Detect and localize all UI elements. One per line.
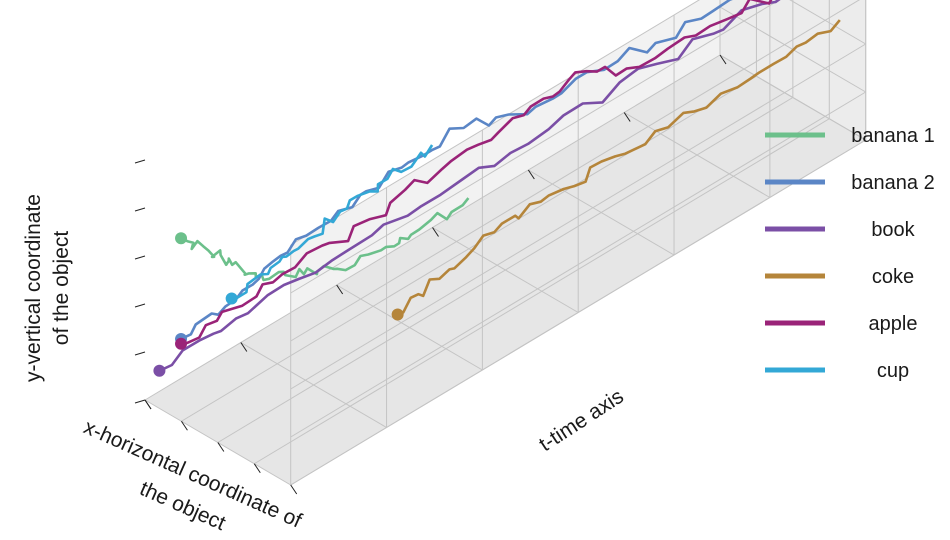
legend-label-cup: cup <box>877 360 909 382</box>
legend-label-apple: apple <box>869 313 918 335</box>
t-tick <box>719 54 727 65</box>
t-tick <box>432 227 439 237</box>
series-start-marker-apple <box>175 337 188 350</box>
t-tick <box>527 169 535 180</box>
legend: banana 1 banana 2 book coke apple cup <box>765 125 935 382</box>
legend-label-banana-1: banana 1 <box>851 125 934 147</box>
t-axis-label: t-time axis <box>535 385 628 456</box>
gridline-floor-x <box>290 139 866 486</box>
series-layer <box>153 0 841 377</box>
legend-label-book: book <box>871 219 915 241</box>
y-axis-label-line2: of the object <box>50 231 73 346</box>
series-line-cup <box>231 144 434 301</box>
series-start-marker-banana-1 <box>175 232 188 245</box>
series-line-banana-1 <box>180 197 470 282</box>
x-tick <box>253 463 261 474</box>
x-tick <box>181 420 188 431</box>
series-line-coke <box>397 19 841 316</box>
legend-label-coke: coke <box>872 266 914 288</box>
y-tick <box>134 159 146 164</box>
gridline-left-h <box>290 43 866 390</box>
gridlines <box>144 0 867 486</box>
legend-label-banana-2: banana 2 <box>851 172 934 194</box>
series-line-book <box>158 0 781 372</box>
y-tick <box>134 255 146 260</box>
gridline-left-h <box>290 0 781 294</box>
series-start-marker-coke <box>391 308 404 321</box>
gridline-left-h <box>290 91 866 438</box>
series-start-marker-cup <box>225 292 238 305</box>
series-start-marker-book <box>153 364 166 377</box>
y-tick <box>134 207 146 212</box>
gridline-floor-x <box>254 118 830 465</box>
series-line-banana-2 <box>180 0 733 341</box>
y-axis-label-line1: y-vertical coordinate <box>22 194 45 382</box>
t-tick <box>240 342 248 352</box>
gridline-left-h <box>290 0 861 342</box>
y-tick <box>134 303 146 308</box>
y-tick <box>134 351 146 356</box>
t-tick <box>144 399 152 410</box>
t-tick <box>623 112 631 122</box>
y-tick <box>134 399 146 404</box>
gridline-floor-x <box>181 75 757 422</box>
x-tick <box>217 442 225 452</box>
t-tick <box>336 284 344 295</box>
x-tick <box>290 484 298 495</box>
series-line-apple <box>180 0 773 346</box>
gridline-floor-x <box>217 97 794 443</box>
axis-ticks <box>134 54 727 495</box>
